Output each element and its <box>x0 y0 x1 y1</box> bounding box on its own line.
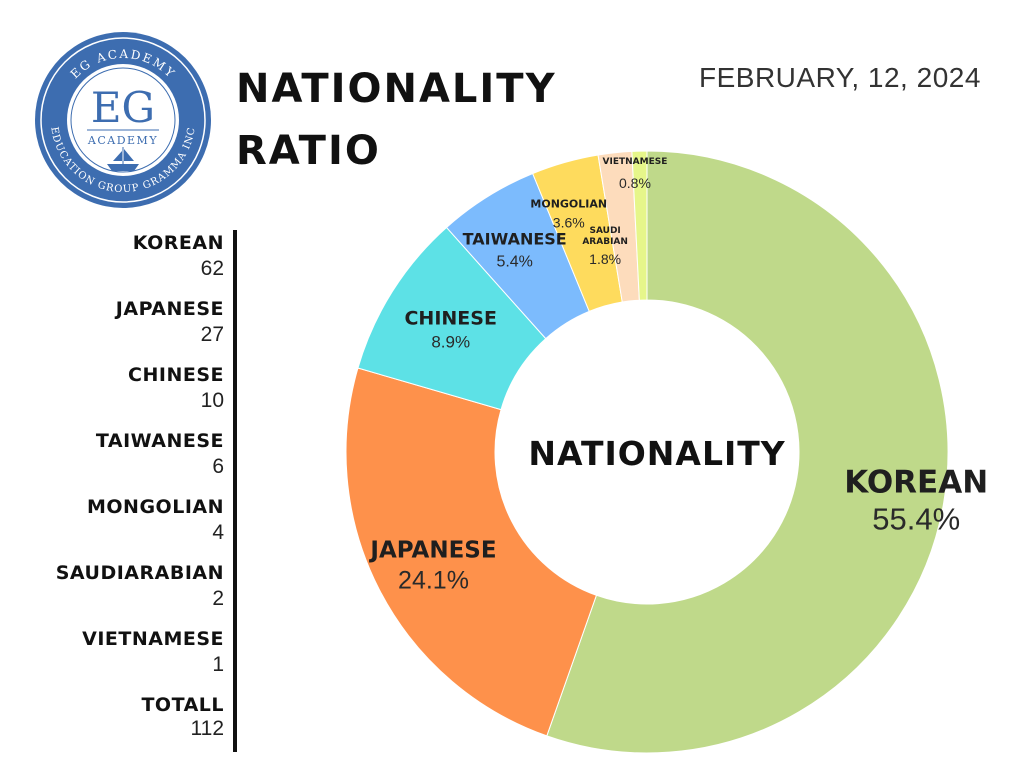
total-row: TOTALL 112 <box>24 693 224 741</box>
page-title: NATIONALITY RATIO <box>236 58 557 182</box>
list-item-name: JAPANESE <box>115 298 224 320</box>
slice-name-label: KOREAN <box>844 465 988 501</box>
slice-value-label: 1.8% <box>589 251 621 267</box>
slice-value-label: 8.9% <box>431 332 470 351</box>
list-item-taiwanese: TAIWANESE 6 <box>24 428 224 494</box>
list-item-mongolian: MONGOLIAN 4 <box>24 494 224 560</box>
list-item-chinese: CHINESE 10 <box>24 362 224 428</box>
donut-slice-vietnamese <box>631 150 648 301</box>
ship-icon <box>107 147 139 171</box>
list-item-name: TAIWANESE <box>95 430 224 452</box>
logo-monogram: EG <box>91 83 155 132</box>
slice-value-label: 0.8% <box>619 175 651 191</box>
list-item-korean: KOREAN 62 <box>24 230 224 296</box>
slice-value-label: 5.4% <box>496 254 532 271</box>
list-item-name: KOREAN <box>132 232 224 254</box>
slice-name-label: ARABIAN <box>582 237 628 247</box>
report-date: FEBRUARY, 12, 2024 <box>699 62 981 93</box>
list-item-saudiarabian: SAUDIARABIAN 2 <box>24 560 224 626</box>
list-item-name: MONGOLIAN <box>87 496 224 518</box>
slice-value-label: 24.1% <box>398 567 469 595</box>
list-item-count: 1 <box>212 653 224 676</box>
list-item-name: CHINESE <box>128 364 224 386</box>
list-item-japanese: JAPANESE 27 <box>24 296 224 362</box>
slice-name-label: JAPANESE <box>368 538 496 564</box>
title-line-2: RATIO <box>236 128 381 174</box>
slice-value-label: 3.6% <box>553 214 585 230</box>
donut-slices <box>345 150 949 754</box>
list-item-vietnamese: VIETNAMESE 1 <box>24 626 224 692</box>
logo-sub-text: ACADEMY <box>87 134 158 147</box>
list-item-count: 4 <box>212 521 224 544</box>
list-item-name: VIETNAMESE <box>82 628 224 650</box>
slice-name-label: MONGOLIAN <box>530 197 607 210</box>
nationality-count-list: KOREAN 62 JAPANESE 27 CHINESE 10 TAIWANE… <box>24 230 224 692</box>
list-item-count: 10 <box>200 389 224 412</box>
donut-slice-korean <box>546 150 949 754</box>
total-value: 112 <box>190 717 224 740</box>
list-item-count: 2 <box>212 587 224 610</box>
donut-center-label: NATIONALITY <box>528 434 785 473</box>
slice-value-label: 55.4% <box>872 502 960 537</box>
title-line-1: NATIONALITY <box>236 66 557 112</box>
list-item-name: SAUDIARABIAN <box>55 562 224 584</box>
slice-name-label: VIETNAMESE <box>603 157 668 167</box>
list-item-count: 62 <box>200 257 224 280</box>
eg-academy-logo: EG ACADEMY EDUCATION GROUP GRAMMA INC EG… <box>35 32 211 208</box>
slice-name-label: CHINESE <box>404 307 496 329</box>
slice-name-label: SAUDI <box>589 226 620 236</box>
list-item-count: 6 <box>212 455 224 478</box>
donut-slice-japanese <box>345 367 598 737</box>
total-label: TOTALL <box>141 694 224 716</box>
list-item-count: 27 <box>200 323 224 346</box>
vertical-divider <box>233 230 237 752</box>
slice-name-label: TAIWANESE <box>463 230 567 249</box>
